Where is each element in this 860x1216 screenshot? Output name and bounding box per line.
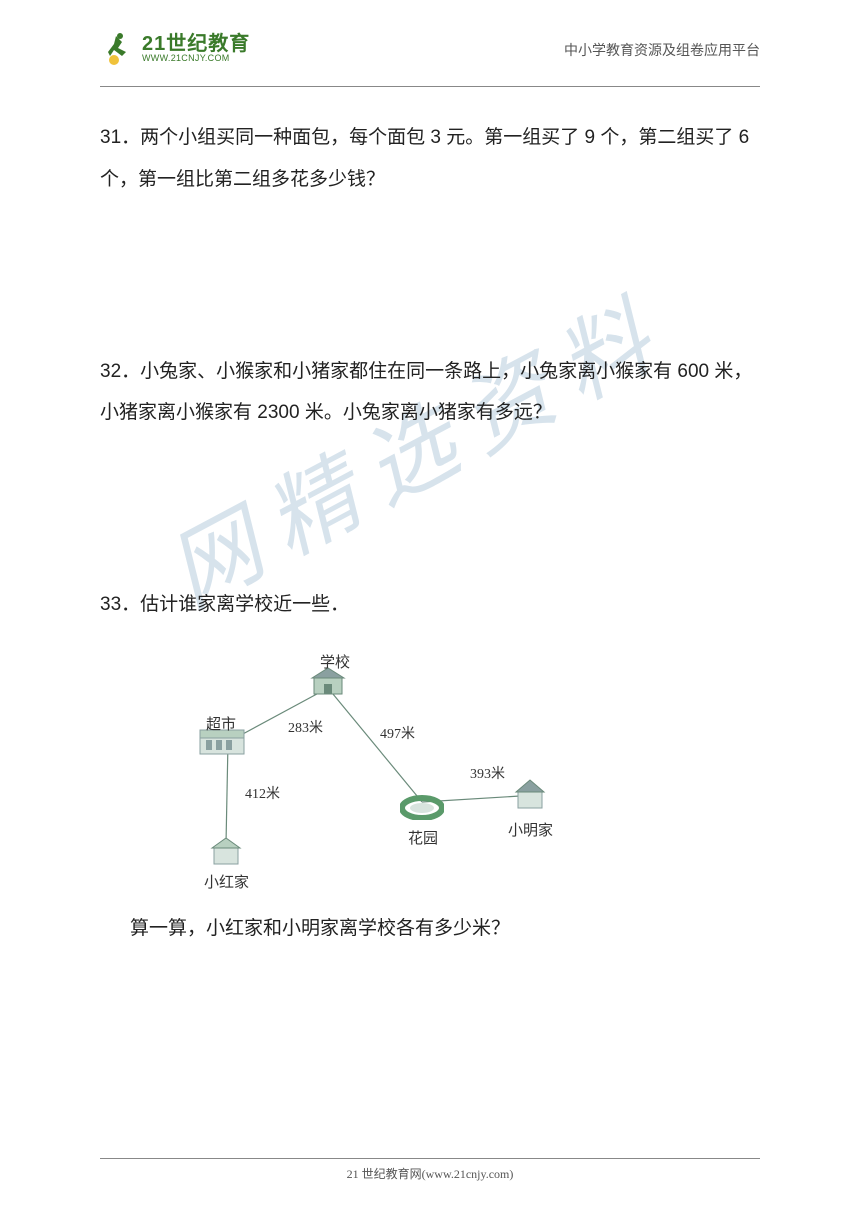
question-32: 32．小兔家、小猴家和小猪家都住在同一条路上，小兔家离小猴家有 600 米，小猪… (100, 351, 760, 435)
document-body: 31．两个小组买同一种面包，每个面包 3 元。第一组买了 9 个，第二组买了 6… (100, 117, 760, 950)
school-label: 学校 (320, 646, 350, 679)
header-divider (100, 86, 760, 87)
footer-divider (100, 1158, 760, 1159)
question-33: 33．估计谁家离学校近一些． 283米 497米 393米 412米 学校 (100, 584, 760, 950)
logo-title: 21世纪教育 (142, 34, 250, 54)
svg-text:393米: 393米 (470, 766, 505, 782)
market-label: 超市 (206, 708, 236, 741)
page-footer: 21 世纪教育网(www.21cnjy.com) (100, 1158, 760, 1182)
svg-text:283米: 283米 (288, 720, 323, 736)
svg-text:497米: 497米 (380, 726, 415, 742)
logo: 21世纪教育 WWW.21CNJY.COM (100, 30, 250, 66)
page-header: 21世纪教育 WWW.21CNJY.COM 中小学教育资源及组卷应用平台 (100, 30, 760, 66)
question-31: 31．两个小组买同一种面包，每个面包 3 元。第一组买了 9 个，第二组买了 6… (100, 117, 760, 201)
garden-label: 花园 (408, 822, 438, 855)
header-subtitle: 中小学教育资源及组卷应用平台 (564, 40, 760, 60)
svg-text:412米: 412米 (245, 786, 280, 802)
logo-url: WWW.21CNJY.COM (142, 54, 250, 63)
map-diagram: 283米 497米 393米 412米 学校 (170, 638, 590, 898)
runner-icon (100, 30, 136, 66)
question-33-title: 33．估计谁家离学校近一些． (100, 584, 760, 626)
xiaohong-label: 小红家 (204, 866, 249, 899)
xiaoming-label: 小明家 (508, 814, 553, 847)
footer-text: 21 世纪教育网(www.21cnjy.com) (100, 1165, 760, 1182)
question-33-sub: 算一算，小红家和小明家离学校各有多少米？ (130, 908, 760, 950)
